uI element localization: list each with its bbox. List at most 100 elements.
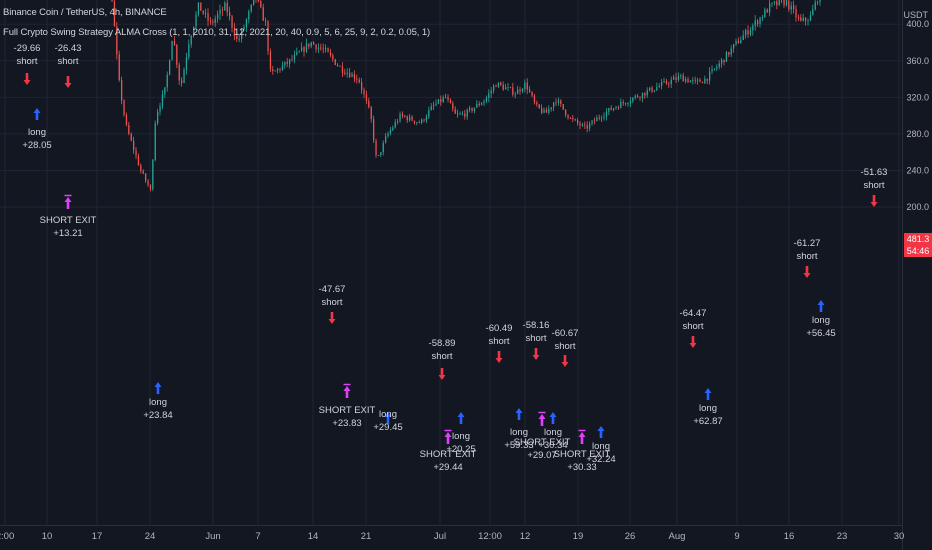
countdown-tag: 54:46 bbox=[904, 245, 932, 257]
signal-exit: SHORT EXIT +23.83 bbox=[319, 383, 376, 429]
signal-label: long bbox=[699, 403, 717, 414]
candle-body bbox=[627, 103, 629, 105]
candle-body bbox=[423, 119, 425, 121]
candle-body bbox=[608, 108, 610, 112]
signal-value: +30.34 bbox=[538, 440, 567, 451]
y-tick-label: 200.0 bbox=[906, 202, 929, 212]
candle-body bbox=[181, 80, 183, 84]
candle-body bbox=[697, 79, 699, 81]
candle-body bbox=[118, 54, 120, 80]
candle-body bbox=[764, 9, 766, 18]
candle-body bbox=[622, 102, 624, 104]
time-axis-bg bbox=[0, 525, 902, 550]
candle-body bbox=[425, 116, 428, 121]
x-tick-label: 21 bbox=[361, 531, 372, 542]
signal-value: short bbox=[682, 321, 703, 332]
signal-exit: SHORT EXIT +13.21 bbox=[40, 194, 97, 239]
candle-body bbox=[598, 117, 600, 119]
candle-body bbox=[125, 114, 128, 125]
signal-short: -60.49 short bbox=[486, 323, 512, 363]
candle-body bbox=[257, 0, 260, 2]
candle-body bbox=[728, 52, 730, 55]
candle-body bbox=[529, 89, 531, 92]
candle-body bbox=[373, 118, 375, 141]
candle-body bbox=[351, 74, 353, 77]
signal-short: -47.67 short bbox=[319, 284, 345, 324]
signal-label: -64.47 bbox=[680, 308, 707, 319]
signal-label: SHORT EXIT bbox=[514, 437, 571, 448]
candle-body bbox=[310, 42, 312, 47]
candle-body bbox=[584, 124, 586, 126]
candle-body bbox=[524, 82, 526, 90]
candle-body bbox=[111, 0, 113, 2]
signal-label: SHORT EXIT bbox=[40, 215, 97, 226]
candle-body bbox=[725, 52, 728, 63]
short-arrow-icon bbox=[328, 312, 336, 324]
candle-body bbox=[457, 113, 459, 115]
currency-label: USDT bbox=[903, 10, 929, 20]
candle-body bbox=[625, 103, 627, 104]
candle-body bbox=[709, 71, 711, 81]
candle-body bbox=[298, 51, 300, 53]
signal-long: long +32.24 bbox=[586, 426, 616, 465]
candle-body bbox=[771, 2, 773, 4]
candle-body bbox=[713, 68, 716, 70]
candle-body bbox=[272, 69, 274, 72]
candle-body bbox=[514, 94, 516, 95]
candle-body bbox=[601, 117, 603, 119]
candle-body bbox=[344, 72, 346, 74]
candle-body bbox=[517, 89, 519, 95]
candle-body bbox=[699, 79, 701, 82]
candle-body bbox=[507, 87, 509, 88]
candle-body bbox=[519, 89, 521, 92]
candle-body bbox=[569, 118, 572, 119]
candle-body bbox=[133, 140, 135, 151]
candle-body bbox=[543, 109, 545, 113]
signal-value: +30.33 bbox=[567, 462, 596, 473]
signal-short: -51.63 short bbox=[861, 167, 887, 207]
short-arrow-icon bbox=[689, 336, 697, 348]
signal-label: long bbox=[149, 397, 167, 408]
candle-body bbox=[406, 116, 408, 121]
candle-body bbox=[538, 104, 540, 109]
candle-body bbox=[346, 72, 348, 74]
candle-body bbox=[586, 125, 588, 129]
candle-body bbox=[812, 9, 814, 16]
candle-body bbox=[495, 85, 497, 87]
strategy-legend[interactable]: Full Crypto Swing Strategy ALMA Cross (1… bbox=[3, 27, 431, 38]
candle-body bbox=[188, 44, 190, 58]
candle-body bbox=[485, 97, 488, 102]
signal-label: long bbox=[544, 427, 562, 438]
x-tick-label: 19 bbox=[573, 531, 584, 542]
y-tick-label: 280.0 bbox=[906, 129, 929, 139]
candle-body bbox=[315, 44, 317, 50]
candle-body bbox=[785, 0, 788, 6]
signal-label: -58.16 bbox=[523, 320, 550, 331]
candle-body bbox=[197, 2, 200, 15]
candle-body bbox=[704, 78, 706, 84]
signal-long: long +30.34 bbox=[538, 412, 568, 451]
candle-body bbox=[670, 79, 672, 85]
candle-body bbox=[649, 87, 651, 91]
candle-body bbox=[341, 66, 344, 73]
candle-body bbox=[392, 127, 394, 131]
short-arrow-icon bbox=[803, 266, 811, 278]
candle-body bbox=[349, 72, 351, 77]
candle-body bbox=[248, 11, 250, 20]
candle-body bbox=[634, 95, 636, 98]
candle-body bbox=[157, 111, 159, 124]
candle-body bbox=[723, 59, 725, 63]
signal-value: short bbox=[554, 341, 575, 352]
candle-body bbox=[560, 100, 562, 105]
candle-body bbox=[322, 48, 324, 50]
candle-body bbox=[512, 87, 514, 95]
signal-long: long +20.25 bbox=[446, 412, 476, 455]
candle-body bbox=[490, 90, 492, 94]
candle-body bbox=[483, 101, 485, 104]
candle-body bbox=[161, 94, 164, 107]
x-tick-label: Jun bbox=[205, 531, 220, 542]
candle-body bbox=[632, 97, 634, 102]
candle-body bbox=[449, 99, 452, 104]
